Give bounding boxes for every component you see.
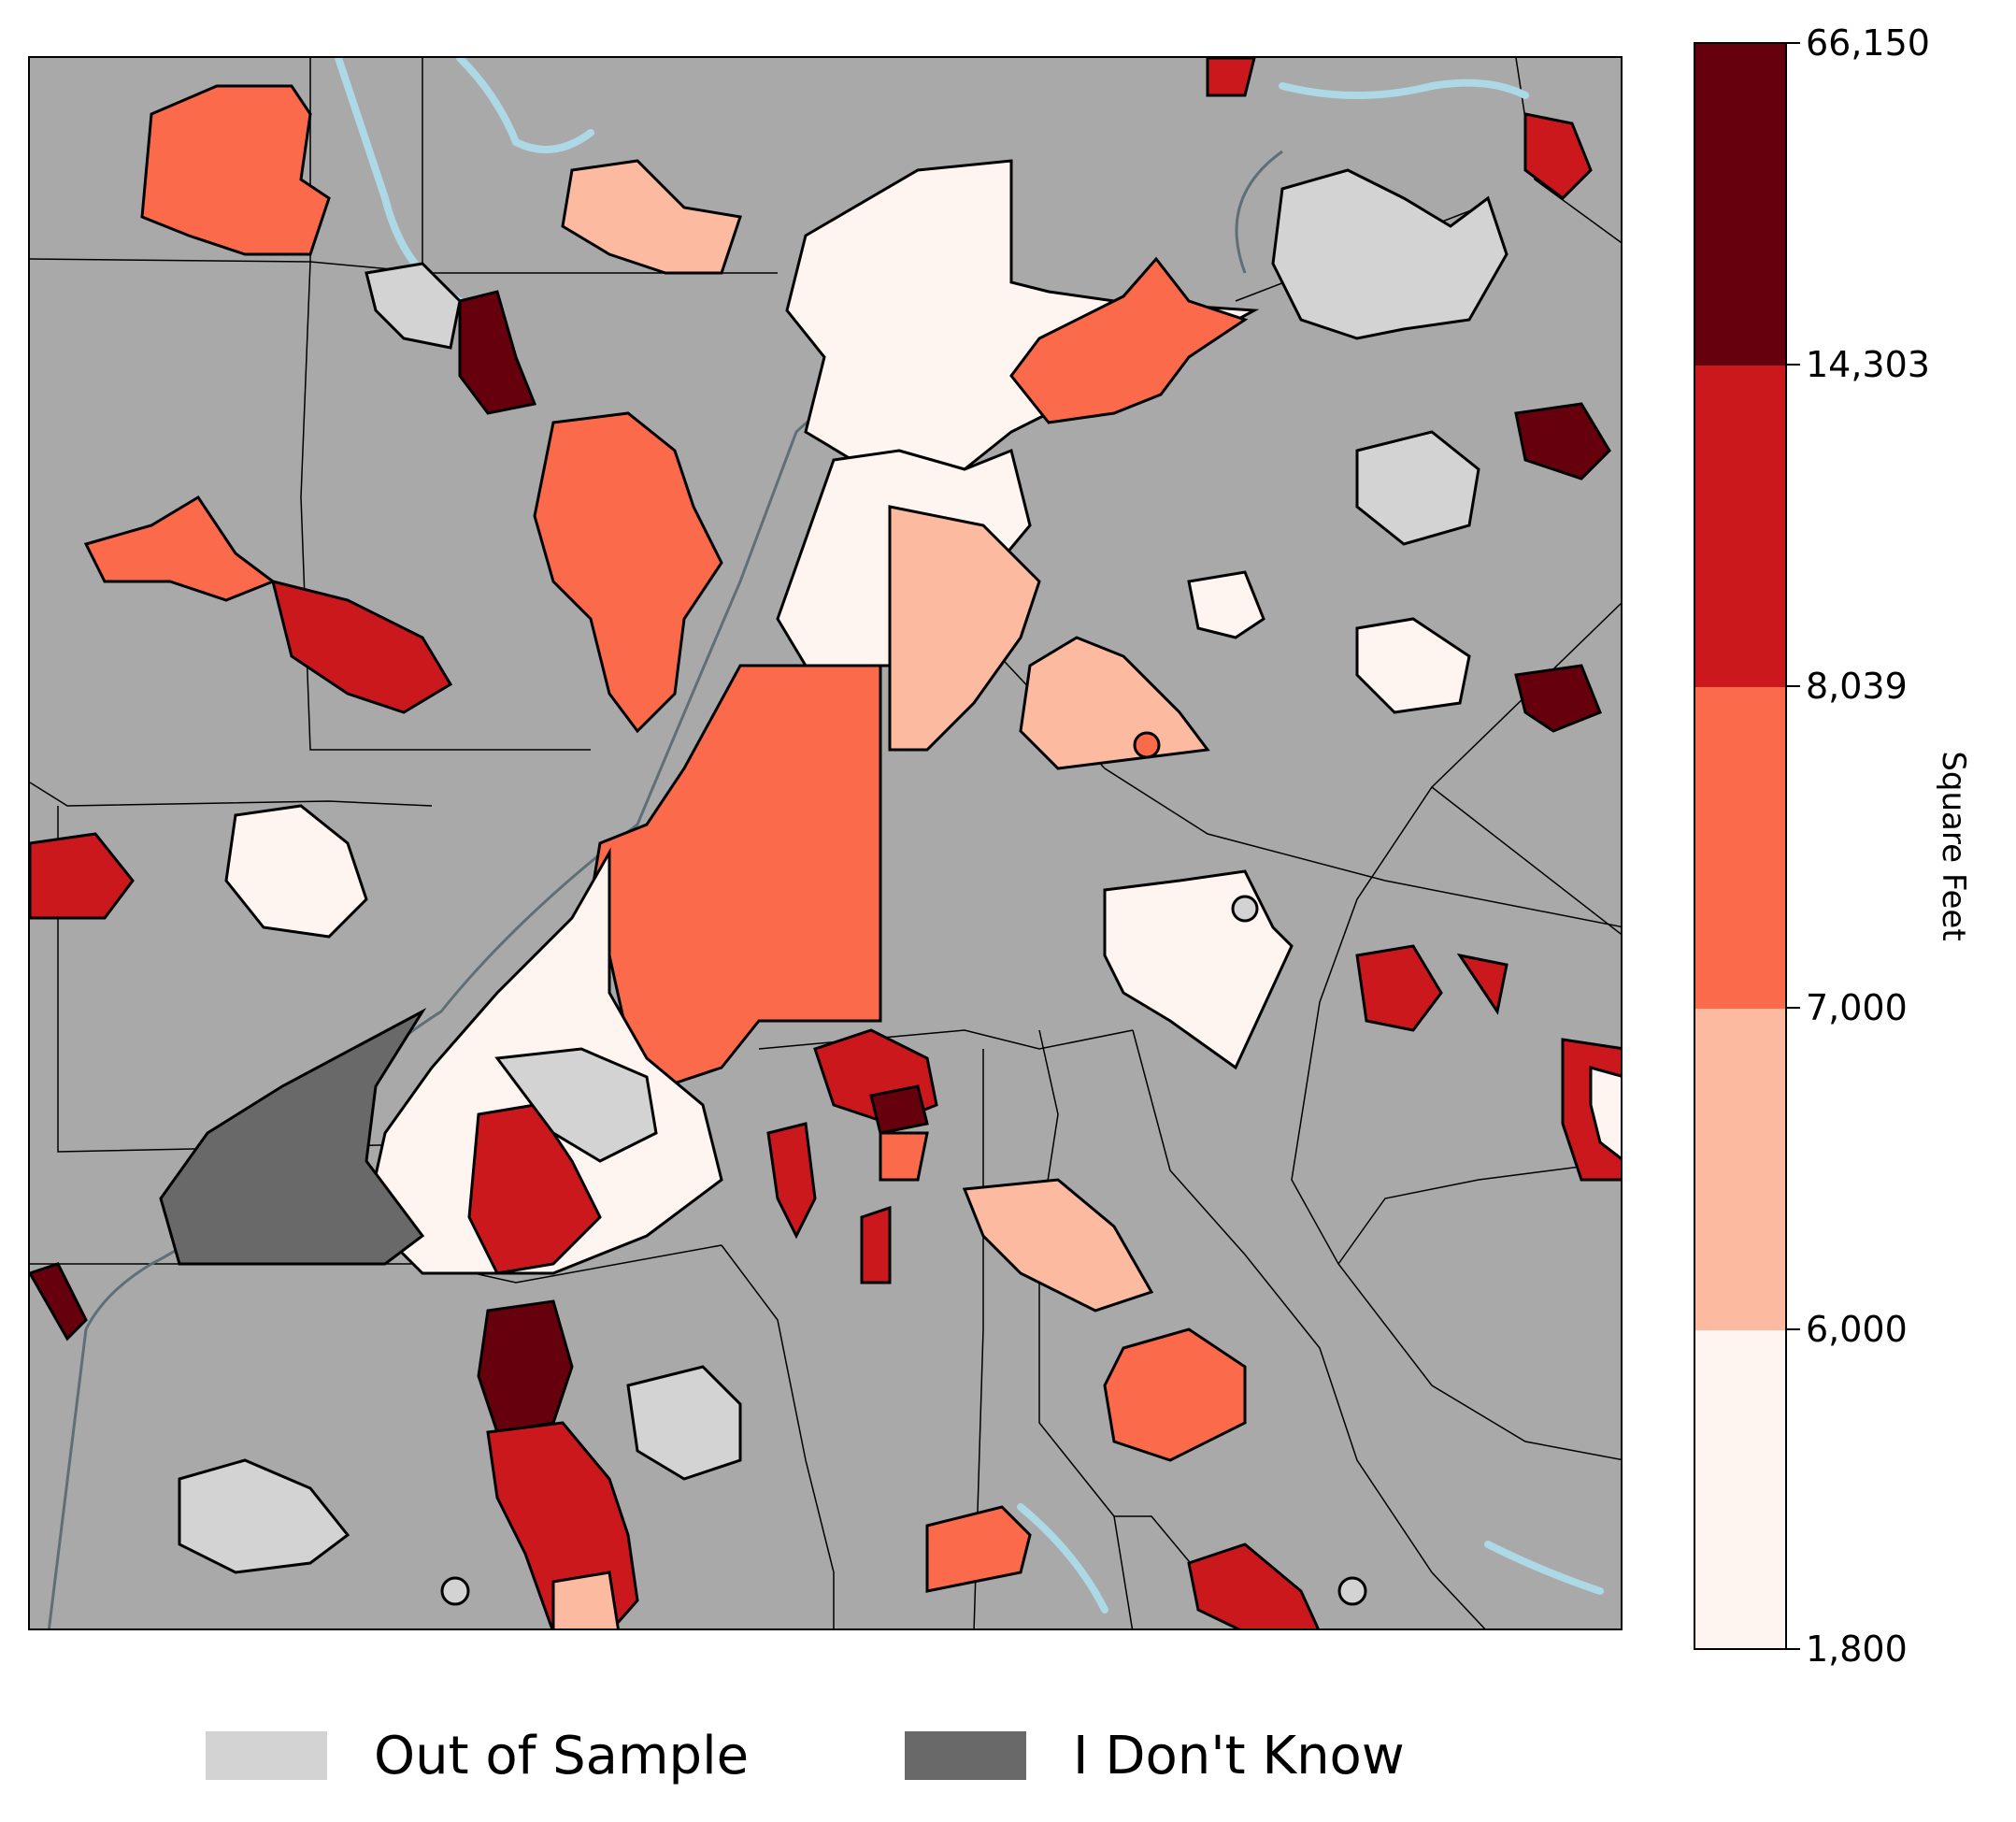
colorbar-tick <box>1787 685 1800 687</box>
place-bin4-mid-south-2 <box>766 1122 817 1240</box>
place-oos-south-2 <box>626 1365 742 1481</box>
place-bin2-south-edge <box>551 1571 620 1628</box>
colorbar-tick-label: 6,000 <box>1806 1309 1908 1350</box>
place-bin5-mid-south <box>869 1084 929 1135</box>
place-oos-south <box>178 1458 350 1574</box>
colorbar-tick-label: 66,150 <box>1806 22 1930 64</box>
colorbar-tick-label: 8,039 <box>1806 666 1908 707</box>
out-of-sample-swatch <box>206 1731 327 1780</box>
place-polygons <box>30 58 1621 1628</box>
colorbar-bin-4 <box>1695 366 1785 687</box>
place-bin3-northwest-top <box>140 84 331 256</box>
dont-know-swatch <box>905 1731 1026 1780</box>
place-bin2-north-center <box>561 159 742 275</box>
place-bin3-west-center <box>533 411 723 734</box>
colorbar-tick <box>1787 364 1800 366</box>
place-bin3-mid-south-2 <box>1103 1327 1247 1462</box>
place-bin4-west-strip <box>270 579 453 714</box>
colorbar-title: Square Feet <box>1935 751 1972 941</box>
place-bin4-east-2 <box>1355 944 1443 1032</box>
choropleth-map <box>30 58 1621 1628</box>
legend-out-of-sample: Out of Sample <box>206 1718 749 1793</box>
place-oos-northeast <box>1271 168 1508 340</box>
place-bin4-mid-south-3 <box>860 1205 892 1284</box>
colorbar-bin-3 <box>1695 687 1785 1009</box>
place-bin5-south-strip <box>477 1299 574 1434</box>
place-bin1-west <box>224 804 368 939</box>
colorbar-bin-5 <box>1695 44 1785 366</box>
place-bin4-east-3 <box>1456 953 1508 1015</box>
colorbar-tick <box>1787 1007 1800 1009</box>
colorbar-tick <box>1787 1328 1800 1330</box>
out-of-sample-label: Out of Sample <box>374 1725 750 1786</box>
place-bin4-west-edge <box>30 832 135 920</box>
place-bin5-sw-edge <box>30 1262 88 1341</box>
place-bin4-northeast-2 <box>1206 58 1256 97</box>
place-oos-east <box>1355 430 1480 546</box>
place-bin1-east-edge <box>1589 1066 1621 1160</box>
place-bin5-east <box>1514 402 1611 481</box>
colorbar-tick-label: 7,000 <box>1806 987 1908 1028</box>
place-bin2-east-center <box>1019 636 1210 770</box>
place-oos-northwest <box>365 262 462 350</box>
place-bin3-mid-south-3 <box>925 1505 1032 1593</box>
colorbar-tick-label: 14,303 <box>1806 344 1930 385</box>
place-dont-know-southwest <box>159 1008 427 1266</box>
place-bin3-mid-south <box>879 1131 929 1182</box>
place-bin5-east-2 <box>1514 664 1602 733</box>
colorbar-tick <box>1787 42 1800 44</box>
colorbar-bin-1 <box>1695 1330 1785 1648</box>
place-bin1-east-2 <box>1355 617 1471 714</box>
place-oos-south-center <box>494 1047 658 1163</box>
colorbar <box>1694 42 1787 1650</box>
place-bin1-east <box>1187 570 1265 639</box>
place-bin2-central <box>888 505 1041 752</box>
colorbar-tick-label: 1,800 <box>1806 1628 1908 1670</box>
small-places <box>440 731 1367 1606</box>
map-panel <box>28 56 1623 1630</box>
colorbar-tick <box>1787 1648 1800 1650</box>
place-bin5-northwest <box>458 290 537 415</box>
legend-dont-know: I Don't Know <box>905 1718 1405 1793</box>
place-bin2-mid-south <box>962 1178 1154 1313</box>
place-bin3-northeast <box>1009 256 1249 424</box>
colorbar-bin-2 <box>1695 1009 1785 1330</box>
dont-know-label: I Don't Know <box>1073 1725 1405 1786</box>
place-bin4-northeast-edge <box>1523 112 1593 200</box>
place-bin4-southeast <box>1187 1542 1320 1628</box>
